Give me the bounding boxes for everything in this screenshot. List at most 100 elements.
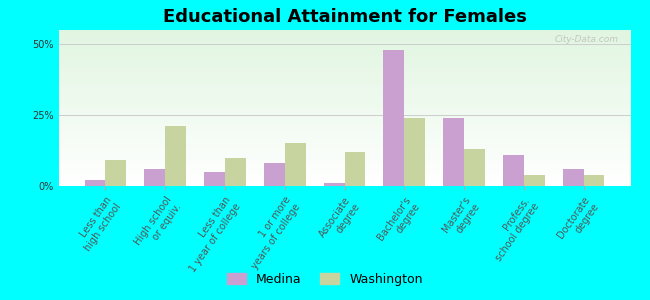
Bar: [58, 77, 630, 78]
Bar: [384, 50, 404, 186]
Bar: [58, 146, 630, 147]
Bar: [58, 173, 630, 175]
Bar: [58, 122, 630, 124]
Bar: [58, 30, 630, 31]
Bar: [58, 161, 630, 163]
Bar: [58, 144, 630, 146]
Bar: [58, 38, 630, 39]
Bar: [58, 170, 630, 172]
Bar: [58, 60, 630, 61]
Bar: [58, 36, 630, 38]
Bar: [58, 85, 630, 86]
Bar: [58, 100, 630, 102]
Bar: [58, 142, 630, 144]
Bar: [58, 106, 630, 108]
Bar: [58, 125, 630, 127]
Bar: [58, 82, 630, 83]
Legend: Medina, Washington: Medina, Washington: [222, 268, 428, 291]
Bar: [165, 126, 186, 186]
Bar: [58, 97, 630, 99]
Bar: [58, 102, 630, 103]
Bar: [58, 64, 630, 66]
Bar: [58, 72, 630, 74]
Bar: [58, 108, 630, 110]
Bar: [58, 139, 630, 141]
Bar: [58, 74, 630, 75]
Bar: [58, 178, 630, 180]
Bar: [58, 52, 630, 53]
Bar: [58, 39, 630, 41]
Bar: [58, 105, 630, 106]
Bar: [58, 44, 630, 46]
Bar: [324, 183, 344, 186]
Bar: [58, 80, 630, 82]
Bar: [524, 175, 545, 186]
Title: Educational Attainment for Females: Educational Attainment for Females: [162, 8, 526, 26]
Bar: [344, 152, 365, 186]
Bar: [58, 75, 630, 77]
Bar: [58, 117, 630, 119]
Bar: [58, 184, 630, 186]
Bar: [58, 110, 630, 111]
Bar: [58, 53, 630, 55]
Bar: [58, 167, 630, 169]
Bar: [204, 172, 225, 186]
Bar: [58, 128, 630, 130]
Bar: [58, 63, 630, 64]
Bar: [584, 175, 605, 186]
Bar: [58, 33, 630, 35]
Bar: [464, 149, 485, 186]
Bar: [563, 169, 584, 186]
Bar: [264, 163, 285, 186]
Bar: [58, 46, 630, 47]
Bar: [58, 166, 630, 167]
Bar: [58, 55, 630, 56]
Bar: [58, 68, 630, 69]
Bar: [58, 50, 630, 52]
Bar: [58, 88, 630, 89]
Bar: [58, 177, 630, 178]
Bar: [58, 58, 630, 60]
Bar: [144, 169, 165, 186]
Bar: [58, 134, 630, 136]
Bar: [58, 160, 630, 161]
Bar: [105, 160, 126, 186]
Bar: [58, 156, 630, 158]
Bar: [58, 138, 630, 139]
Bar: [225, 158, 246, 186]
Bar: [404, 118, 425, 186]
Bar: [58, 66, 630, 68]
Bar: [58, 92, 630, 94]
Bar: [58, 89, 630, 91]
Bar: [58, 41, 630, 43]
Bar: [503, 155, 524, 186]
Bar: [58, 150, 630, 152]
Bar: [58, 94, 630, 95]
Bar: [58, 114, 630, 116]
Bar: [58, 119, 630, 121]
Bar: [58, 61, 630, 63]
Bar: [58, 180, 630, 181]
Bar: [58, 175, 630, 177]
Bar: [58, 91, 630, 92]
Bar: [84, 180, 105, 186]
Bar: [58, 116, 630, 117]
Bar: [58, 152, 630, 153]
Bar: [58, 164, 630, 166]
Bar: [58, 183, 630, 184]
Bar: [58, 86, 630, 88]
Bar: [58, 111, 630, 113]
Bar: [58, 35, 630, 36]
Bar: [58, 155, 630, 156]
Bar: [58, 124, 630, 125]
Bar: [58, 113, 630, 114]
Bar: [58, 56, 630, 58]
Bar: [58, 169, 630, 170]
Bar: [58, 158, 630, 160]
Bar: [58, 172, 630, 173]
Bar: [58, 95, 630, 97]
Bar: [58, 131, 630, 133]
Bar: [58, 49, 630, 50]
Bar: [58, 83, 630, 85]
Bar: [58, 69, 630, 70]
